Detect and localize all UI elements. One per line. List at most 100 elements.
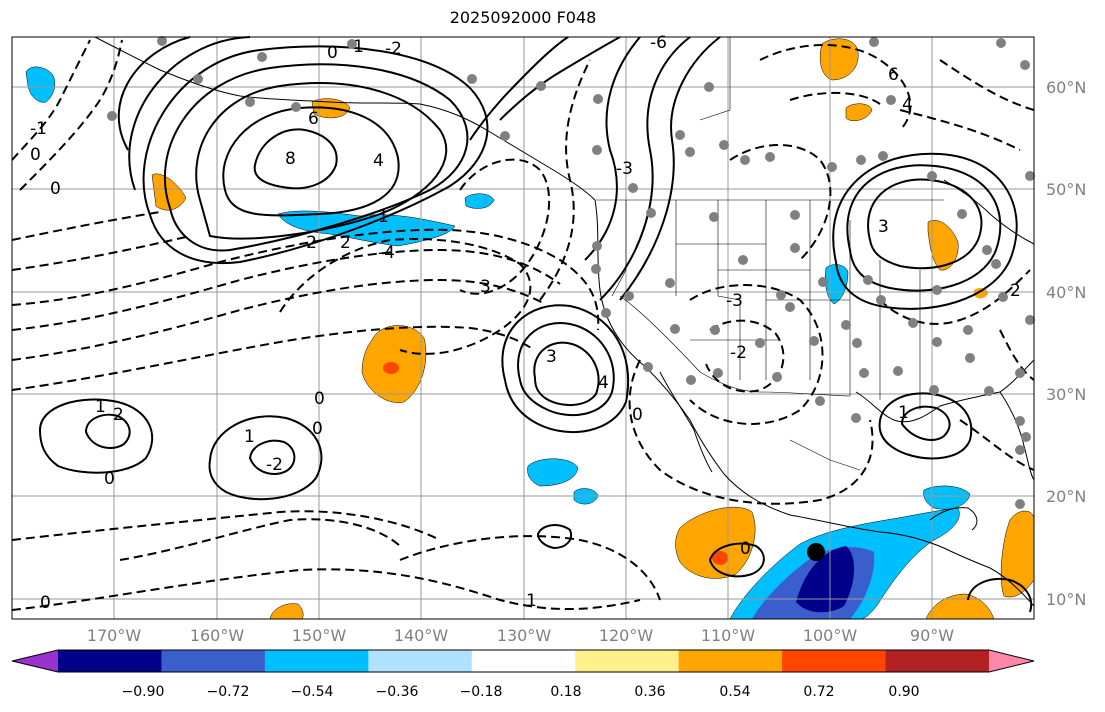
- station-marker: [851, 413, 861, 423]
- station-marker: [841, 320, 851, 330]
- station-marker: [592, 241, 602, 251]
- station-marker: [665, 278, 675, 288]
- lon-label: 130°W: [496, 626, 552, 645]
- station-marker: [965, 353, 975, 363]
- station-marker: [957, 209, 967, 219]
- colorbar-tick-label: −0.36: [375, 684, 419, 700]
- colorbar-segment: [471, 650, 576, 672]
- lon-label: 110°W: [700, 626, 756, 645]
- contour-label: 3: [878, 217, 889, 237]
- station-marker: [869, 37, 879, 47]
- station-marker: [257, 52, 267, 62]
- station-marker: [790, 243, 800, 253]
- contour-label: 2: [1010, 281, 1021, 301]
- lon-label: 160°W: [189, 626, 245, 645]
- station-marker: [686, 375, 696, 385]
- contour-label: 6: [308, 109, 319, 129]
- lat-label: 10°N: [1046, 590, 1087, 609]
- station-marker: [776, 290, 786, 300]
- contour-label: -6: [650, 33, 667, 53]
- contour-label: 0: [312, 419, 323, 439]
- station-marker: [591, 264, 601, 274]
- contour-label: -3: [726, 291, 743, 311]
- contour-label: -2: [266, 455, 283, 475]
- colorbar-extend-low: [12, 650, 58, 672]
- station-marker: [893, 366, 903, 376]
- station-marker: [878, 151, 888, 161]
- station-marker: [643, 362, 653, 372]
- colorbar-segment: [885, 650, 990, 672]
- station-marker: [827, 162, 837, 172]
- station-marker: [856, 155, 866, 165]
- colorbar-tick-label: −0.18: [459, 684, 503, 700]
- contour-label: 0: [314, 389, 325, 409]
- contour-label: -2: [300, 233, 317, 253]
- station-marker: [929, 385, 939, 395]
- station-marker: [592, 145, 602, 155]
- station-marker: [593, 94, 603, 104]
- station-marker: [809, 336, 819, 346]
- station-marker: [719, 140, 729, 150]
- contour-label: -3: [616, 159, 633, 179]
- contour-label: 6: [888, 65, 899, 85]
- station-marker: [704, 82, 714, 92]
- station-marker: [157, 36, 167, 46]
- lon-label: 90°W: [909, 626, 955, 645]
- station-marker: [467, 74, 477, 84]
- station-marker: [670, 324, 680, 334]
- colorbar-tick-label: −0.90: [121, 684, 165, 700]
- station-marker: [755, 338, 765, 348]
- storm-center-marker: [807, 543, 825, 561]
- station-marker: [765, 152, 775, 162]
- contour-label: 4: [373, 151, 384, 171]
- station-marker: [1025, 315, 1035, 325]
- station-marker: [1025, 171, 1035, 181]
- station-marker: [685, 147, 695, 157]
- station-marker: [772, 372, 782, 382]
- station-marker: [1020, 60, 1030, 70]
- station-marker: [624, 291, 634, 301]
- station-marker: [785, 302, 795, 312]
- colorbar-segment: [368, 650, 473, 672]
- station-marker: [815, 396, 825, 406]
- station-marker: [107, 111, 117, 121]
- colorbar-segment: [264, 650, 369, 672]
- contour-label: 2: [113, 405, 124, 425]
- colorbar-tick-label: 0.90: [888, 684, 920, 700]
- station-marker: [908, 318, 918, 328]
- lon-label: 120°W: [598, 626, 654, 645]
- graticule: [12, 37, 1034, 619]
- station-marker: [675, 130, 685, 140]
- station-marker: [984, 386, 994, 396]
- colorbar-segment: [58, 650, 162, 672]
- contour-label: 8: [285, 149, 296, 169]
- station-marker: [291, 102, 301, 112]
- contour-label: 1: [378, 207, 389, 227]
- station-marker: [1015, 368, 1025, 378]
- colorbar-segment: [782, 650, 887, 672]
- colorbar-tick-label: 0.36: [634, 684, 666, 700]
- map-title: 2025092000 F048: [449, 8, 597, 27]
- colorbar-segment: [678, 650, 783, 672]
- contour-label: -2: [730, 343, 747, 363]
- contour-label: 2: [340, 233, 351, 253]
- contour-label: 0: [327, 43, 338, 63]
- contour-label: 0: [50, 179, 61, 199]
- station-markers: [107, 36, 1035, 509]
- station-marker: [863, 275, 873, 285]
- station-marker: [963, 325, 973, 335]
- station-marker: [193, 74, 203, 84]
- station-marker: [932, 285, 942, 295]
- contour-label: 1: [95, 397, 106, 417]
- station-marker: [996, 38, 1006, 48]
- contour-label: 0: [40, 593, 51, 613]
- station-marker: [886, 95, 896, 105]
- station-marker: [536, 81, 546, 91]
- contour-label: -2: [385, 39, 402, 59]
- colorbar-tick-label: 0.54: [719, 684, 751, 700]
- station-marker: [628, 183, 638, 193]
- station-marker: [932, 337, 942, 347]
- station-marker: [601, 308, 611, 318]
- colorbar-tick-label: 0.72: [803, 684, 835, 700]
